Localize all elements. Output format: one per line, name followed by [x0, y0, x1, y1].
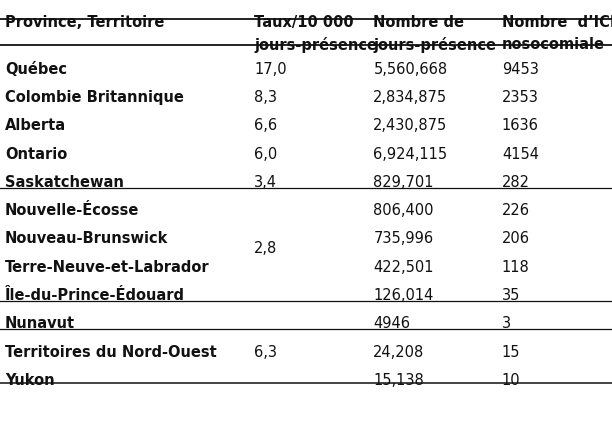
Text: 422,501: 422,501 — [373, 259, 434, 274]
Text: 2,8: 2,8 — [254, 241, 277, 256]
Text: Terre-Neuve-et-Labrador: Terre-Neuve-et-Labrador — [5, 259, 209, 274]
Text: 6,6: 6,6 — [254, 118, 277, 133]
Text: Colombie Britannique: Colombie Britannique — [5, 90, 184, 105]
Text: 806,400: 806,400 — [373, 203, 434, 217]
Text: Province, Territoire: Province, Territoire — [5, 15, 164, 30]
Text: 829,701: 829,701 — [373, 174, 434, 189]
Text: Nouvelle-Écosse: Nouvelle-Écosse — [5, 203, 140, 217]
Text: 6,924,115: 6,924,115 — [373, 146, 447, 161]
Text: 24,208: 24,208 — [373, 344, 425, 358]
Text: 2,430,875: 2,430,875 — [373, 118, 447, 133]
Text: 2353: 2353 — [502, 90, 539, 105]
Text: Nunavut: Nunavut — [5, 316, 75, 330]
Text: jours-présence: jours-présence — [373, 37, 496, 53]
Text: 118: 118 — [502, 259, 529, 274]
Text: 15: 15 — [502, 344, 520, 358]
Text: 2,834,875: 2,834,875 — [373, 90, 447, 105]
Text: Île-du-Prince-Édouard: Île-du-Prince-Édouard — [5, 287, 185, 302]
Text: 226: 226 — [502, 203, 530, 217]
Text: Nombre de: Nombre de — [373, 15, 465, 30]
Text: 126,014: 126,014 — [373, 287, 434, 302]
Text: 8,3: 8,3 — [254, 90, 277, 105]
Text: 4154: 4154 — [502, 146, 539, 161]
Text: 9453: 9453 — [502, 62, 539, 76]
Text: 282: 282 — [502, 174, 530, 189]
Text: 6,3: 6,3 — [254, 344, 277, 358]
Text: Saskatchewan: Saskatchewan — [5, 174, 124, 189]
Text: Yukon: Yukon — [5, 372, 54, 387]
Text: 4946: 4946 — [373, 316, 410, 330]
Text: 17,0: 17,0 — [254, 62, 286, 76]
Text: Nouveau-Brunswick: Nouveau-Brunswick — [5, 231, 168, 246]
Text: 3,4: 3,4 — [254, 174, 277, 189]
Text: 735,996: 735,996 — [373, 231, 433, 246]
Text: Territoires du Nord-Ouest: Territoires du Nord-Ouest — [5, 344, 217, 358]
Text: 6,0: 6,0 — [254, 146, 277, 161]
Text: Ontario: Ontario — [5, 146, 67, 161]
Text: 10: 10 — [502, 372, 520, 387]
Text: 15,138: 15,138 — [373, 372, 424, 387]
Text: Alberta: Alberta — [5, 118, 66, 133]
Text: 35: 35 — [502, 287, 520, 302]
Text: Nombre  d’ICD: Nombre d’ICD — [502, 15, 612, 30]
Text: Taux/10 000: Taux/10 000 — [254, 15, 354, 30]
Text: 1636: 1636 — [502, 118, 539, 133]
Text: jours-présence: jours-présence — [254, 37, 377, 53]
Text: 3: 3 — [502, 316, 511, 330]
Text: 206: 206 — [502, 231, 530, 246]
Text: Québec: Québec — [5, 62, 67, 76]
Text: nosocomiale: nosocomiale — [502, 37, 605, 52]
Text: 5,560,668: 5,560,668 — [373, 62, 447, 76]
